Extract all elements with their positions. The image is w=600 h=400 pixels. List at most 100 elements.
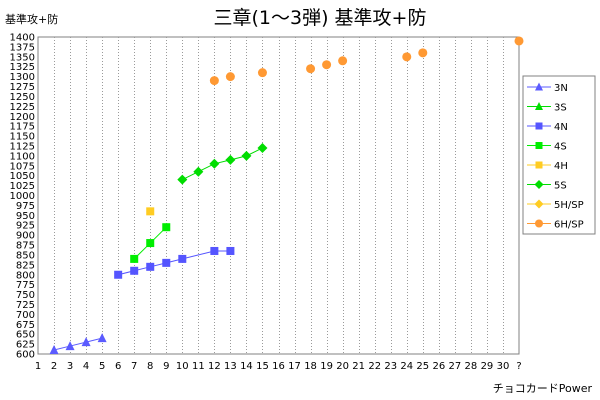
y-tick-label: 775 — [16, 280, 35, 291]
y-tick-label: 1300 — [10, 72, 35, 83]
y-tick-label: 1275 — [10, 82, 35, 93]
x-tick-label: 11 — [192, 361, 205, 372]
x-tick-label: 27 — [448, 361, 461, 372]
x-axis-label: チョコカードPower — [493, 382, 593, 395]
series-group — [49, 36, 524, 355]
y-tick-label: 1225 — [10, 102, 35, 113]
y-tick-label: 725 — [16, 300, 35, 311]
data-point — [146, 239, 155, 248]
x-tick-label: 14 — [240, 361, 253, 372]
x-tick-label: 2 — [51, 361, 57, 372]
data-point — [514, 36, 524, 46]
legend-label: 4H — [554, 161, 568, 172]
legend-marker — [535, 219, 543, 228]
series-4h — [146, 207, 155, 216]
x-tick-label: 17 — [288, 361, 301, 372]
x-tick-label: 29 — [481, 361, 494, 372]
data-point — [146, 207, 155, 216]
x-tick-label: 19 — [320, 361, 333, 372]
data-point — [81, 337, 91, 347]
legend-marker — [535, 82, 543, 91]
y-tick-label: 625 — [16, 340, 35, 351]
series-6h-sp — [209, 36, 524, 86]
data-point — [210, 246, 219, 255]
legend-box — [522, 75, 596, 235]
grid — [54, 37, 504, 354]
x-tick-label: 4 — [83, 361, 89, 372]
data-point — [241, 150, 252, 161]
legend-label: 5S — [554, 181, 567, 192]
y-tick-label: 650 — [16, 330, 35, 341]
legend-label: 5H/SP — [554, 200, 584, 211]
data-point — [193, 166, 204, 177]
data-point — [130, 266, 139, 275]
y-tick-label: 850 — [16, 250, 35, 261]
y-tick-label: 1375 — [10, 42, 35, 53]
legend: 3N 3S 4N 4S 4H 5S 5H/SP 6H/SP — [527, 82, 584, 231]
legend-marker — [535, 161, 543, 169]
y-tick-label: 900 — [16, 231, 35, 242]
y-tick-label: 1325 — [10, 62, 35, 73]
x-tick-label: 22 — [368, 361, 381, 372]
x-tick-labels: 1 2 3 4 5 6 7 8 9 10 11 12 13 14 15 16 17 18 19 20 21 22 23 24 2… — [35, 361, 522, 372]
series-4n — [114, 246, 235, 279]
data-point — [97, 333, 107, 343]
data-point — [49, 345, 59, 355]
data-point — [65, 341, 75, 351]
data-point — [338, 56, 348, 66]
data-point — [257, 142, 268, 153]
y-tick-label: 925 — [16, 221, 35, 232]
y-tick-label: 1250 — [10, 92, 35, 103]
data-point — [209, 76, 219, 86]
y-tick-label: 1150 — [10, 132, 35, 143]
y-axis-label: 基準攻+防 — [5, 12, 58, 26]
legend-marker — [535, 122, 543, 130]
data-point — [257, 68, 267, 78]
x-tick-label: 24 — [400, 361, 413, 372]
legend-label: 4N — [554, 122, 568, 133]
data-point — [402, 52, 412, 62]
y-tick-label: 800 — [16, 270, 35, 281]
x-tick-label: 6 — [115, 361, 121, 372]
y-tick-label: 975 — [16, 201, 35, 212]
data-point — [226, 246, 235, 255]
legend-marker — [535, 142, 543, 149]
series-5s — [177, 142, 268, 185]
y-tick-label: 1025 — [10, 181, 35, 192]
data-point — [146, 262, 155, 271]
x-tick-label: 8 — [147, 361, 153, 372]
plot-area — [37, 36, 520, 355]
x-tick-label: 21 — [352, 361, 365, 372]
data-point — [178, 254, 187, 263]
data-point — [322, 60, 332, 70]
x-tick-label: 20 — [336, 361, 349, 372]
y-tick-label: 1400 — [10, 33, 35, 44]
y-tick-label: 1075 — [10, 161, 35, 172]
legend-label: 3S — [554, 103, 567, 114]
y-tick-label: 825 — [16, 260, 35, 271]
series-3n — [49, 333, 107, 355]
y-tick-label: 1350 — [10, 52, 35, 63]
x-tick-label: 18 — [304, 361, 317, 372]
x-tick-label: ? — [516, 361, 521, 372]
legend-marker — [534, 199, 544, 209]
series-4s — [130, 223, 171, 263]
data-point — [306, 64, 316, 74]
y-tick-label: 1050 — [10, 171, 35, 182]
y-tick-label: 950 — [16, 211, 35, 222]
data-point — [209, 158, 220, 169]
legend-label: 3N — [554, 83, 568, 94]
x-tick-label: 13 — [224, 361, 237, 372]
x-tick-label: 25 — [416, 361, 429, 372]
y-tick-label: 1125 — [10, 141, 35, 152]
x-tick-label: 7 — [131, 361, 137, 372]
x-tick-label: 16 — [272, 361, 285, 372]
y-tick-label: 875 — [16, 241, 35, 252]
y-tick-labels: 6006256506757007257507758008258508759009… — [10, 33, 35, 361]
x-tick-label: 9 — [163, 361, 169, 372]
x-tick-label: 30 — [497, 361, 510, 372]
data-point — [130, 254, 139, 263]
y-tick-label: 675 — [16, 320, 35, 331]
data-point — [162, 258, 171, 267]
data-point — [225, 72, 235, 82]
